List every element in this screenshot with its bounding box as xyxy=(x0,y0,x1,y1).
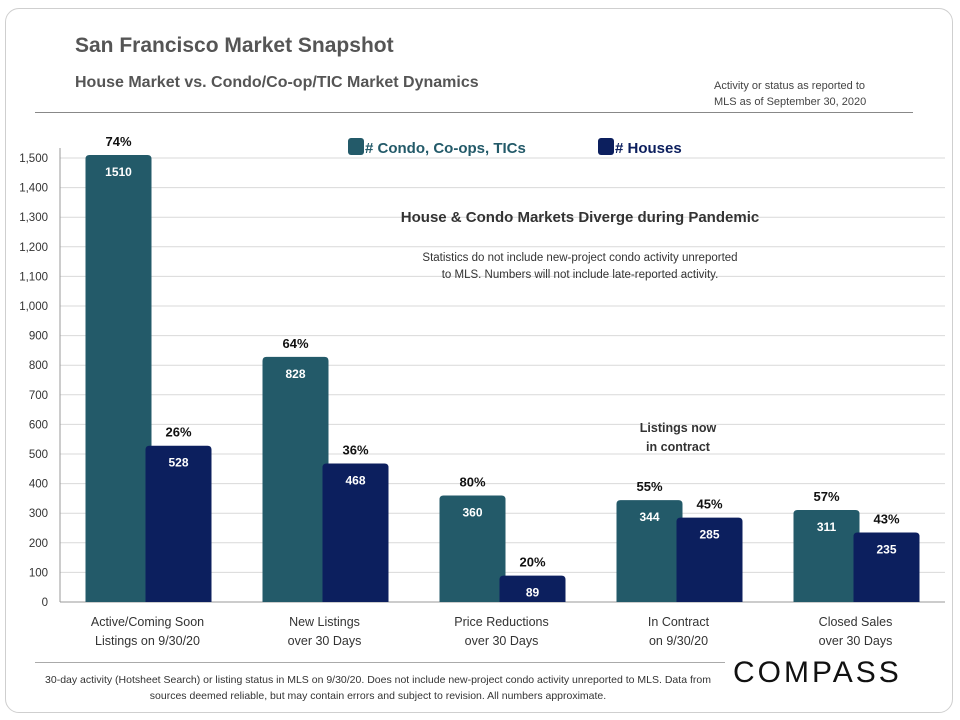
page-title: San Francisco Market Snapshot xyxy=(75,34,394,57)
percent-label: 80% xyxy=(459,474,485,489)
footer-divider xyxy=(35,662,725,663)
chart-annotation: Statistics do not include new-project co… xyxy=(422,252,737,264)
bar xyxy=(616,500,683,602)
percent-label: 36% xyxy=(342,442,368,457)
as-of-note: Activity or status as reported to MLS as… xyxy=(714,78,914,110)
y-tick-label: 800 xyxy=(29,360,48,372)
bar xyxy=(439,495,506,602)
divider xyxy=(35,112,913,113)
percent-label: 26% xyxy=(165,425,191,440)
bar-value-label: 360 xyxy=(462,505,482,519)
chart-title: House & Condo Markets Diverge during Pan… xyxy=(401,209,759,226)
y-tick-label: 600 xyxy=(29,419,48,431)
footer-note: 30-day activity (Hotsheet Search) or lis… xyxy=(45,674,711,702)
bar-value-label: 528 xyxy=(168,456,188,470)
y-tick-label: 1,300 xyxy=(19,212,48,224)
percent-label: 74% xyxy=(105,134,131,149)
y-tick-label: 100 xyxy=(29,567,48,579)
x-category-label: Listings on 9/30/20 xyxy=(95,634,200,648)
legend-swatch xyxy=(348,138,364,155)
y-tick-label: 900 xyxy=(29,331,48,343)
x-category-label: New Listings xyxy=(289,615,360,629)
x-category-label: Closed Sales xyxy=(819,615,893,629)
bar xyxy=(322,463,389,602)
y-tick-label: 700 xyxy=(29,390,48,402)
bar-value-label: 89 xyxy=(526,586,540,600)
x-category-label: over 30 Days xyxy=(288,634,362,648)
y-tick-label: 0 xyxy=(42,597,48,609)
callout-label: in contract xyxy=(646,440,711,454)
bar-value-label: 344 xyxy=(639,510,659,524)
y-tick-label: 300 xyxy=(29,508,48,520)
percent-label: 20% xyxy=(519,555,545,570)
y-tick-label: 1,500 xyxy=(19,153,48,165)
bar xyxy=(145,445,212,602)
y-tick-label: 1,100 xyxy=(19,271,48,283)
y-tick-label: 1,400 xyxy=(19,183,48,195)
bar xyxy=(676,517,743,602)
x-category-label: Active/Coming Soon xyxy=(91,615,204,629)
chart-annotation: to MLS. Numbers will not include late-re… xyxy=(442,269,719,281)
legend-swatch xyxy=(598,138,614,155)
y-tick-label: 400 xyxy=(29,479,48,491)
callout-label: Listings now xyxy=(640,421,717,435)
percent-label: 55% xyxy=(636,479,662,494)
x-category-label: In Contract xyxy=(648,615,710,629)
percent-label: 45% xyxy=(696,497,722,512)
y-tick-label: 200 xyxy=(29,538,48,550)
percent-label: 64% xyxy=(282,336,308,351)
bar xyxy=(499,575,566,602)
slide-frame xyxy=(5,8,953,713)
percent-label: 43% xyxy=(873,511,899,526)
bar-value-label: 828 xyxy=(285,367,305,381)
bar xyxy=(793,509,860,602)
legend-label: # Condo, Co-ops, TICs xyxy=(365,140,526,157)
y-tick-label: 1,000 xyxy=(19,301,48,313)
legend-label: # Houses xyxy=(615,140,682,157)
x-category-label: on 9/30/20 xyxy=(649,634,708,648)
bar xyxy=(85,155,152,603)
x-category-label: over 30 Days xyxy=(465,634,539,648)
y-tick-label: 500 xyxy=(29,449,48,461)
x-category-label: Price Reductions xyxy=(454,615,549,629)
page-subtitle: House Market vs. Condo/Co-op/TIC Market … xyxy=(75,74,479,91)
compass-logo: COMPASS xyxy=(733,656,902,689)
bar-value-label: 285 xyxy=(699,528,719,542)
bar xyxy=(262,356,329,602)
bar-value-label: 468 xyxy=(345,473,365,487)
bar-value-label: 235 xyxy=(876,542,896,556)
bar xyxy=(853,532,920,602)
x-category-label: over 30 Days xyxy=(819,634,893,648)
y-tick-label: 1,200 xyxy=(19,242,48,254)
percent-label: 57% xyxy=(813,489,839,504)
as-of-line: MLS as of September 30, 2020 xyxy=(714,96,867,108)
bar-value-label: 311 xyxy=(817,520,837,534)
as-of-line: Activity or status as reported to xyxy=(714,80,866,92)
bar-value-label: 1510 xyxy=(105,165,132,179)
